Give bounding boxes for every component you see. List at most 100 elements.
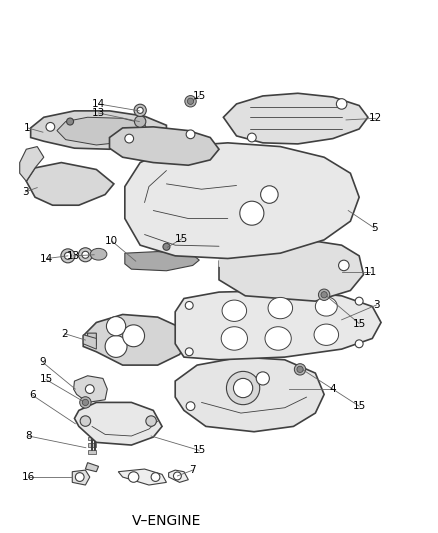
Polygon shape [88,423,96,426]
Text: 15: 15 [175,234,188,244]
Polygon shape [88,333,96,345]
Text: V–ENGINE: V–ENGINE [132,514,201,528]
Text: 5: 5 [371,223,378,233]
Text: 4: 4 [329,384,336,394]
Text: 12: 12 [369,114,382,123]
Text: 1: 1 [24,123,31,133]
Ellipse shape [222,300,247,321]
Ellipse shape [240,201,264,225]
Circle shape [151,473,160,481]
Ellipse shape [268,297,293,319]
Text: 6: 6 [29,391,36,400]
Text: 7: 7 [189,465,196,475]
Polygon shape [83,335,96,349]
Circle shape [134,116,146,127]
Circle shape [67,118,74,125]
Circle shape [185,95,196,107]
Circle shape [247,133,256,142]
Polygon shape [223,93,368,144]
Polygon shape [125,252,199,271]
Text: 15: 15 [193,446,206,455]
Text: 11: 11 [364,267,377,277]
Circle shape [85,385,94,393]
Circle shape [61,249,75,263]
Circle shape [297,366,303,373]
Circle shape [80,416,91,426]
Circle shape [64,252,71,260]
Text: 15: 15 [39,375,53,384]
Text: 15: 15 [353,401,366,411]
Polygon shape [85,463,99,472]
Circle shape [82,251,89,259]
Circle shape [185,302,193,309]
Text: 14: 14 [40,254,53,263]
Polygon shape [31,111,166,149]
Polygon shape [88,443,96,447]
Polygon shape [74,402,162,445]
Circle shape [186,402,195,410]
Circle shape [261,186,278,203]
Polygon shape [74,376,107,402]
Circle shape [134,104,146,117]
Circle shape [185,348,193,356]
Polygon shape [88,437,96,440]
Text: 13: 13 [92,108,105,118]
Circle shape [355,297,363,305]
Text: 13: 13 [67,251,80,261]
Text: 15: 15 [353,319,366,328]
Circle shape [128,472,139,482]
Circle shape [336,99,347,109]
Circle shape [82,399,88,406]
Circle shape [46,123,55,131]
Polygon shape [175,357,324,432]
Polygon shape [110,127,219,165]
Ellipse shape [90,248,107,260]
Text: 9: 9 [39,358,46,367]
Text: 2: 2 [61,329,68,338]
Polygon shape [88,408,103,420]
Polygon shape [57,117,149,145]
Circle shape [355,340,363,348]
Circle shape [106,317,126,336]
Polygon shape [175,290,381,360]
Circle shape [137,107,143,114]
Circle shape [187,98,194,104]
Circle shape [173,472,181,480]
Ellipse shape [314,324,339,345]
Ellipse shape [315,297,337,316]
Circle shape [146,416,156,426]
Circle shape [321,292,327,298]
Polygon shape [83,314,188,365]
Text: 3: 3 [22,187,29,197]
Circle shape [123,325,145,347]
Text: 3: 3 [373,300,380,310]
Polygon shape [219,239,364,301]
Ellipse shape [221,327,247,350]
Circle shape [186,130,195,139]
Circle shape [318,289,330,301]
Polygon shape [26,163,114,205]
Polygon shape [118,469,166,485]
Circle shape [294,364,306,375]
Text: 15: 15 [193,91,206,101]
Polygon shape [88,430,96,433]
Text: 10: 10 [105,236,118,246]
Circle shape [233,378,253,398]
Polygon shape [219,245,245,272]
Circle shape [256,372,269,385]
Polygon shape [20,147,44,181]
Polygon shape [125,143,359,259]
Circle shape [75,473,84,481]
Circle shape [80,397,91,408]
Circle shape [163,243,170,251]
Text: 14: 14 [92,99,105,109]
Circle shape [105,335,127,358]
Circle shape [78,248,92,262]
Polygon shape [88,450,96,454]
Circle shape [226,372,260,405]
Circle shape [125,134,134,143]
Text: 16: 16 [22,472,35,482]
Circle shape [339,260,349,271]
Text: 8: 8 [25,431,32,441]
Polygon shape [169,470,188,482]
